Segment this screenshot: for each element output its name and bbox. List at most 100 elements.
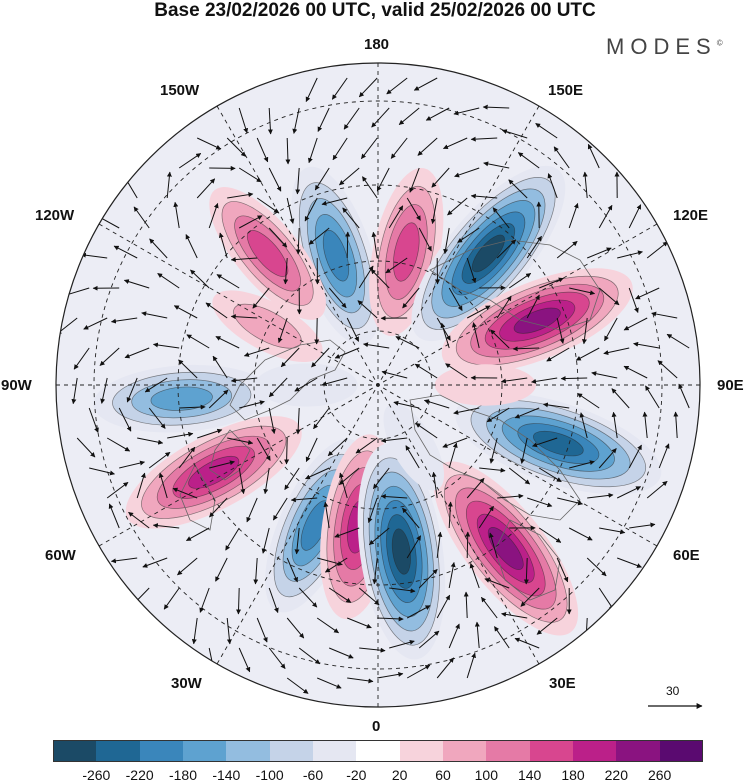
wind-arrow: [616, 486, 642, 499]
wind-arrow: [83, 317, 108, 330]
wind-arrow: [579, 412, 588, 439]
colorbar-segment: [53, 740, 97, 762]
lon-label-60e: 60E: [673, 547, 700, 564]
wind-arrow: [227, 192, 254, 199]
wind-arrow: [329, 647, 354, 659]
colorbar-segment: [486, 740, 531, 762]
colorbar: [53, 740, 704, 762]
lon-label-90e: 90E: [717, 377, 744, 394]
wind-arrow: [298, 647, 321, 665]
wind-arrow: [367, 497, 378, 523]
wind-arrow: [196, 178, 216, 199]
wind-arrow: [358, 77, 378, 98]
wind-arrow: [152, 523, 180, 529]
wind-arrow: [324, 557, 348, 573]
lon-label-120w: 120W: [35, 207, 75, 224]
wind-arrow: [423, 399, 450, 409]
colorbar-tick-label: -60: [302, 767, 324, 783]
wind-arrow: [332, 137, 348, 161]
wind-arrow: [313, 407, 330, 430]
wind-arrow: [295, 407, 301, 435]
anomaly-contour: [322, 229, 350, 282]
anomaly-contour: [533, 430, 584, 457]
anomaly-contour: [391, 528, 411, 575]
wind-arrow: [133, 206, 150, 229]
wind-arrow: [238, 647, 251, 673]
brand-logo: MODES©: [606, 34, 723, 60]
wind-arrow: [368, 527, 390, 546]
wind-arrow: [471, 322, 480, 349]
wind-arrow: [523, 557, 529, 585]
wind-arrow: [243, 347, 270, 357]
anomaly-center: [434, 364, 536, 406]
wind-arrow: [238, 167, 262, 183]
wind-arrow: [323, 501, 330, 529]
wind-arrow: [285, 137, 291, 165]
wind-arrow: [628, 287, 639, 313]
wind-arrow: [196, 137, 222, 150]
wind-arrow: [172, 487, 198, 499]
wind-arrow: [347, 617, 372, 629]
lon-label-180: 180: [364, 36, 390, 53]
wind-arrow: [508, 272, 532, 289]
colorbar-tick-label: 180: [561, 767, 585, 783]
wind-arrow: [334, 527, 360, 538]
lon-label-60w: 60W: [45, 547, 76, 564]
wind-arrow: [531, 377, 558, 384]
wind-arrow: [486, 407, 510, 423]
wind-arrow: [236, 587, 242, 615]
wind-arrow: [371, 231, 378, 259]
wind-arrow: [256, 137, 269, 163]
wind-arrow: [124, 347, 150, 359]
wind-arrow: [598, 448, 617, 469]
wind-arrow: [246, 497, 258, 523]
wind-arrow: [106, 481, 129, 499]
wind-arrow: [623, 365, 648, 379]
wind-arrow: [166, 171, 172, 199]
wind-arrow: [268, 587, 279, 613]
wind-arrow: [317, 107, 330, 132]
wind-arrow: [305, 437, 318, 463]
anomaly-contour: [471, 234, 505, 273]
wind-arrow: [268, 167, 282, 192]
anomaly-center: [411, 165, 566, 342]
wind-arrow: [447, 501, 453, 529]
wind-arrow: [526, 294, 540, 319]
wind-arrow: [230, 314, 258, 320]
wind-arrow: [268, 377, 288, 398]
wind-arrow: [497, 493, 524, 499]
wind-arrow: [508, 179, 528, 199]
wind-arrow: [294, 377, 318, 392]
wind-arrow: [385, 257, 408, 274]
wind-arrow: [591, 371, 618, 379]
wind-arrow: [553, 146, 570, 169]
colorbar-segment: [443, 740, 487, 762]
wind-arrow: [321, 197, 348, 206]
wind-arrow: [599, 527, 626, 535]
wind-arrow: [568, 527, 593, 541]
wind-arrow: [436, 657, 455, 679]
wind-arrow: [577, 393, 600, 409]
wind-arrow: [568, 202, 579, 229]
wind-arrow: [520, 437, 528, 464]
wind-arrow: [470, 193, 498, 199]
wind-arrow: [328, 287, 347, 309]
wind-arrow: [355, 437, 378, 454]
wind-arrow: [179, 404, 206, 410]
wind-arrow: [386, 77, 408, 95]
wind-arrow: [149, 238, 168, 259]
wind-arrow: [342, 207, 360, 229]
wind-arrow: [490, 329, 510, 349]
wind-arrow: [448, 623, 460, 649]
wind-arrow: [173, 201, 180, 229]
wind-arrow: [199, 587, 210, 613]
wind-arrow: [628, 204, 642, 229]
wind-arrow: [535, 123, 558, 139]
wind-arrow: [425, 107, 450, 121]
wind-arrow: [123, 279, 150, 289]
colorbar-tick-label: 100: [474, 767, 498, 783]
wind-arrow: [304, 197, 318, 222]
wind-arrow: [488, 532, 498, 559]
wind-arrow: [362, 176, 378, 199]
wind-arrow: [436, 594, 451, 619]
